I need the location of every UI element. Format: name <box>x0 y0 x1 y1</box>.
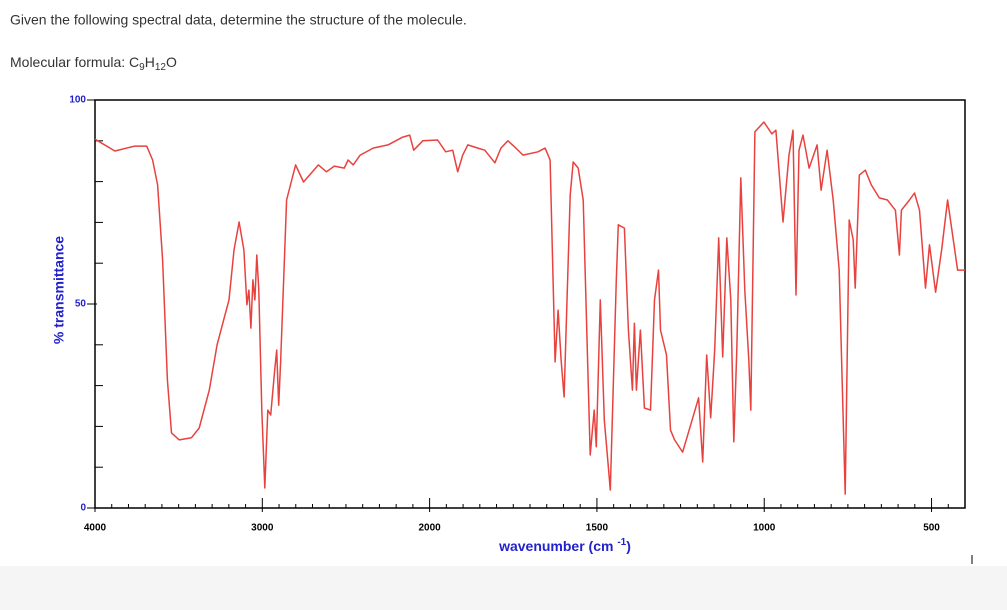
y-axis-title: % transmittance <box>51 236 67 344</box>
x-axis-title-sup: -1 <box>617 537 626 548</box>
x-tick-label: 2000 <box>418 523 441 534</box>
x-tick-label: 1000 <box>753 523 776 534</box>
formula: Molecular formula: C9H12O <box>10 54 177 73</box>
x-tick-label: 1500 <box>586 523 609 534</box>
formula-element: O <box>166 54 177 70</box>
formula-label: Molecular formula: C <box>10 54 139 70</box>
y-tick-label: 0 <box>80 503 86 514</box>
x-axis-title: wavenumber (cm -1) <box>498 537 631 554</box>
x-axis-title-end: ) <box>626 538 631 554</box>
question: Given the following spectral data, deter… <box>10 12 467 28</box>
chart-panel <box>40 88 970 564</box>
x-axis-title-text: wavenumber (cm <box>498 538 617 554</box>
formula-subscript: 9 <box>139 62 145 73</box>
x-tick-label: 500 <box>923 523 940 534</box>
y-tick-label: 50 <box>75 299 87 310</box>
x-tick-label: 4000 <box>84 523 107 534</box>
spectrum-line <box>94 121 965 495</box>
x-tick-label: 3000 <box>251 523 274 534</box>
formula-element: H <box>145 54 155 70</box>
section-background <box>0 566 1007 610</box>
formula-subscript: 12 <box>155 62 167 73</box>
y-tick-label: 100 <box>69 95 86 106</box>
